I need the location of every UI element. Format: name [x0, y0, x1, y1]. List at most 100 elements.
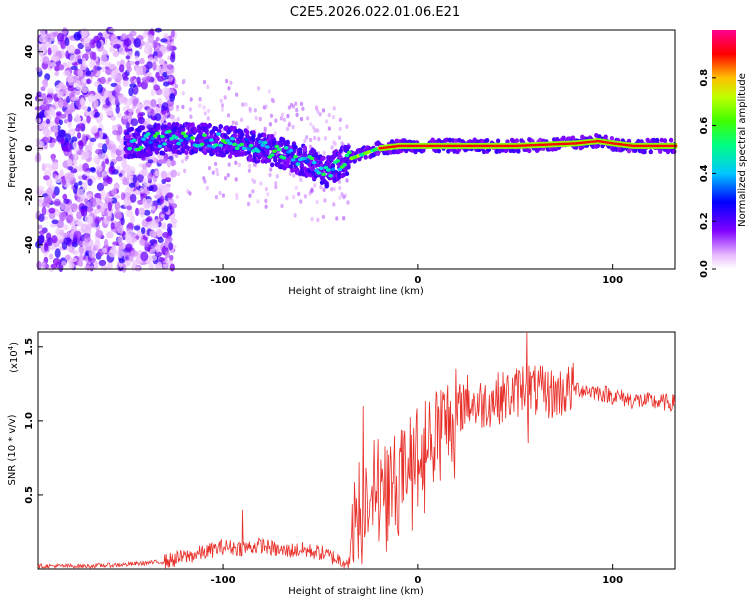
spectrogram-cell	[491, 144, 495, 148]
spectrogram-cell	[138, 238, 146, 246]
spectrogram-cell	[49, 223, 57, 228]
spectrogram-cell	[398, 144, 401, 148]
spectrogram-cell	[76, 188, 85, 198]
spectrogram-cell	[51, 161, 59, 171]
spectrogram-cell	[144, 241, 149, 247]
spectrogram-cell	[626, 144, 629, 147]
spectrogram-cell	[441, 144, 444, 148]
spectrogram-cell	[87, 178, 93, 186]
spectrogram-cell	[89, 51, 95, 60]
spectrogram-cell	[237, 162, 241, 167]
spectrogram-cell	[101, 170, 108, 177]
spectrogram-cell	[322, 150, 326, 156]
spectrogram-cell	[295, 162, 301, 166]
colorbar-ticks: 0.0 0.2 0.4 0.6 0.8	[699, 69, 716, 278]
spectrogram-cell	[67, 113, 73, 123]
spectrogram-cell	[108, 63, 116, 70]
spectrogram-cell	[254, 115, 258, 121]
spectrogram-cell	[55, 84, 60, 94]
spectrogram-cell	[193, 147, 198, 152]
spectrogram-cell	[120, 192, 126, 201]
spectrogram-cell	[332, 106, 336, 111]
figure-title: C2E5.2026.022.01.06.E21	[290, 5, 460, 20]
spectrogram-cell	[145, 132, 151, 136]
spectrogram-cell	[310, 165, 315, 171]
spectrogram-cell	[514, 138, 519, 144]
spectrogram-cell	[513, 144, 516, 148]
spectrogram-cell	[485, 138, 490, 143]
spectrogram-cell	[264, 198, 268, 204]
spectrogram-cell	[672, 149, 677, 155]
spectrogram-ytick-label: -40	[24, 236, 35, 254]
spectrogram-cell	[166, 44, 173, 52]
spectrogram-cell	[501, 144, 504, 148]
spectrogram-cell	[647, 144, 650, 148]
spectrogram-cell	[41, 136, 50, 144]
spectrogram-cell	[544, 143, 547, 146]
spectrogram-cell	[126, 205, 133, 211]
spectrogram-cell	[52, 257, 61, 266]
spectrogram-cell	[148, 150, 153, 156]
spectrogram-ytick-label: 40	[24, 45, 35, 59]
spectrogram-cell	[123, 198, 129, 208]
spectrogram-cell	[583, 141, 586, 144]
spectrogram-cell	[198, 103, 202, 108]
spectrogram-cell	[106, 263, 113, 270]
spectrogram-cell	[306, 116, 310, 121]
spectrogram-cell	[215, 136, 220, 142]
spectrogram-cell	[489, 144, 493, 148]
spectrogram-cell	[251, 177, 255, 183]
spectrogram-cell	[211, 170, 215, 175]
snr-xtick-label: 0	[414, 575, 421, 586]
spectrogram-cell	[166, 129, 172, 134]
spectrogram-cell	[616, 142, 619, 146]
spectrogram-cell	[73, 182, 79, 190]
spectrogram-cell	[294, 185, 298, 190]
spectrogram-cell	[127, 146, 132, 151]
spectrogram-cell	[655, 144, 658, 148]
spectrogram-cell	[106, 231, 114, 239]
spectrogram-cell	[85, 223, 92, 231]
spectrogram-cell	[67, 246, 72, 252]
spectrogram-cell	[96, 182, 105, 192]
spectrogram-cell	[516, 148, 521, 154]
spectrogram-cell	[51, 153, 56, 162]
spectrogram-cell	[125, 243, 133, 252]
spectrogram-cell	[113, 39, 121, 45]
spectrogram-cell	[78, 253, 84, 263]
spectrogram-cell	[327, 126, 331, 131]
spectrogram-cell	[110, 115, 116, 121]
spectrogram-cell	[95, 148, 103, 155]
spectrogram-cell	[98, 259, 107, 267]
spectrogram-cell	[49, 107, 56, 117]
spectrogram-cell	[454, 144, 458, 148]
spectrogram-cell	[214, 195, 218, 200]
spectrogram-cell	[232, 142, 238, 147]
spectrogram-cell	[99, 76, 106, 85]
spectrogram-cell	[125, 55, 131, 60]
spectrogram-cell	[76, 211, 83, 220]
spectrogram-cell	[643, 144, 646, 148]
spectrogram-cell	[474, 144, 477, 148]
spectrogram-cell	[112, 50, 120, 58]
spectrogram-cell	[206, 84, 210, 90]
spectrogram-cell	[203, 111, 207, 116]
spectrogram-cell	[69, 104, 74, 111]
spectrogram-cell	[288, 148, 294, 153]
spectrogram-cell	[317, 136, 321, 142]
spectrogram-cell	[71, 241, 79, 248]
spectrogram-cell	[248, 163, 252, 169]
spectrogram-cell	[66, 214, 73, 224]
spectrogram-cell	[251, 133, 256, 139]
spectrogram-cell	[81, 78, 88, 85]
spectrogram-cell	[62, 27, 68, 35]
spectrogram-cell	[162, 71, 168, 78]
spectrogram-cell	[64, 37, 70, 46]
spectrogram-cell	[47, 88, 54, 94]
spectrogram-cell	[97, 165, 103, 172]
spectrogram-cell	[257, 86, 261, 91]
spectrogram-cell	[110, 222, 116, 230]
spectrogram-cell	[150, 99, 157, 108]
spectrogram-ytick-label: -20	[24, 188, 35, 206]
spectrogram-cell	[472, 144, 475, 148]
